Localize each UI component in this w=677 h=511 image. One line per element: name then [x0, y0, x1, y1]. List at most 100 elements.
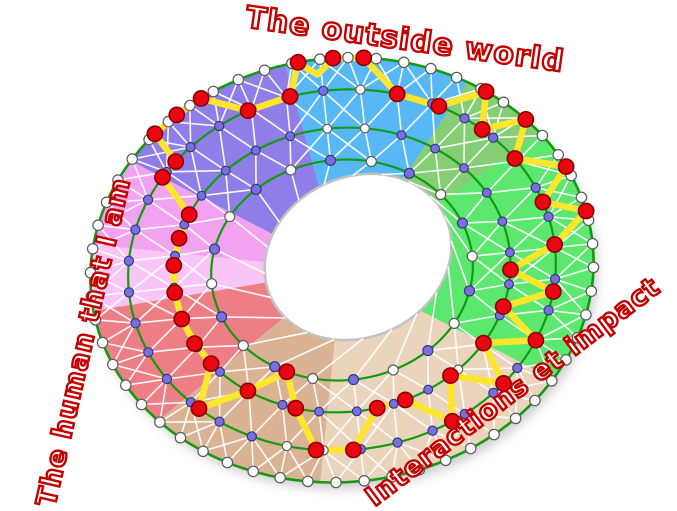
node-purple[interactable] — [130, 318, 141, 329]
node-red[interactable] — [494, 298, 512, 315]
node-red[interactable] — [173, 310, 191, 328]
node-purple[interactable] — [504, 247, 515, 258]
node-white[interactable] — [154, 416, 166, 428]
node-white[interactable] — [509, 412, 522, 425]
node-white[interactable] — [365, 155, 377, 168]
node-white[interactable] — [107, 358, 119, 371]
node-white[interactable] — [120, 379, 132, 391]
node-purple[interactable] — [512, 362, 523, 374]
node-red[interactable] — [577, 202, 595, 220]
node-purple[interactable] — [549, 273, 561, 285]
node-red[interactable] — [355, 49, 373, 67]
node-purple[interactable] — [403, 167, 415, 179]
node-red[interactable] — [190, 400, 208, 417]
node-purple[interactable] — [285, 131, 296, 142]
node-purple[interactable] — [220, 165, 231, 176]
node-red[interactable] — [278, 363, 296, 381]
node-white[interactable] — [448, 317, 460, 329]
node-white[interactable] — [100, 196, 113, 209]
node-white[interactable] — [307, 372, 319, 385]
node-red[interactable] — [477, 83, 495, 100]
node-purple[interactable] — [351, 406, 362, 417]
node-white[interactable] — [355, 84, 366, 95]
node-white[interactable] — [450, 71, 463, 84]
node-white[interactable] — [207, 85, 220, 98]
node-white[interactable] — [84, 266, 97, 279]
node-red[interactable] — [506, 150, 524, 167]
node-white[interactable] — [258, 64, 271, 77]
node-purple[interactable] — [250, 183, 262, 195]
node-purple[interactable] — [497, 216, 508, 227]
node-red[interactable] — [534, 193, 552, 211]
node-purple[interactable] — [388, 398, 399, 409]
node-purple[interactable] — [196, 190, 207, 201]
node-purple[interactable] — [215, 366, 226, 377]
node-purple[interactable] — [456, 217, 468, 229]
node-red[interactable] — [146, 125, 164, 143]
node-purple[interactable] — [277, 399, 288, 410]
node-purple[interactable] — [396, 130, 407, 141]
node-white[interactable] — [224, 211, 236, 223]
node-red[interactable] — [170, 229, 188, 247]
node-purple[interactable] — [459, 163, 470, 174]
node-purple[interactable] — [318, 85, 329, 97]
node-red[interactable] — [344, 441, 362, 459]
node-purple[interactable] — [392, 437, 403, 448]
node-red[interactable] — [168, 106, 186, 124]
node-white[interactable] — [413, 463, 426, 476]
node-white[interactable] — [174, 431, 187, 444]
node-purple[interactable] — [430, 143, 441, 154]
node-purple[interactable] — [530, 182, 541, 193]
node-purple[interactable] — [314, 406, 325, 417]
node-white[interactable] — [342, 51, 354, 64]
node-purple[interactable] — [250, 145, 261, 156]
node-red[interactable] — [502, 261, 519, 279]
node-white[interactable] — [585, 285, 598, 297]
node-red[interactable] — [186, 335, 203, 352]
node-white[interactable] — [435, 188, 447, 201]
node-white[interactable] — [301, 475, 314, 488]
node-white[interactable] — [359, 123, 370, 134]
node-red[interactable] — [544, 283, 562, 300]
node-red[interactable] — [475, 334, 492, 352]
node-white[interactable] — [586, 237, 599, 250]
node-white[interactable] — [552, 149, 564, 161]
node-purple[interactable] — [213, 120, 225, 132]
node-purple[interactable] — [142, 194, 154, 205]
node-white[interactable] — [126, 153, 138, 165]
node-red[interactable] — [167, 153, 185, 170]
node-white[interactable] — [398, 56, 410, 69]
node-purple[interactable] — [214, 416, 225, 427]
node-white[interactable] — [571, 331, 584, 344]
node-purple[interactable] — [143, 347, 154, 358]
node-white[interactable] — [370, 52, 382, 65]
node-purple[interactable] — [123, 255, 135, 267]
node-purple[interactable] — [543, 211, 554, 222]
node-purple[interactable] — [347, 374, 360, 386]
node-white[interactable] — [322, 123, 333, 134]
node-white[interactable] — [281, 440, 292, 452]
node-white[interactable] — [387, 364, 399, 376]
node-red[interactable] — [281, 88, 299, 105]
node-purple[interactable] — [463, 285, 476, 297]
node-red[interactable] — [289, 53, 307, 71]
node-red[interactable] — [154, 168, 171, 186]
node-white[interactable] — [135, 398, 148, 411]
node-white[interactable] — [206, 278, 218, 290]
node-white[interactable] — [439, 454, 452, 467]
node-red[interactable] — [442, 367, 459, 384]
node-white[interactable] — [237, 339, 249, 352]
node-white[interactable] — [330, 476, 342, 489]
node-white[interactable] — [560, 354, 572, 366]
node-purple[interactable] — [216, 311, 228, 323]
node-red[interactable] — [287, 399, 305, 417]
node-red[interactable] — [307, 441, 325, 459]
node-white[interactable] — [92, 219, 104, 231]
node-red[interactable] — [239, 102, 257, 120]
node-red[interactable] — [546, 236, 564, 253]
node-white[interactable] — [466, 250, 478, 262]
node-red[interactable] — [495, 374, 512, 392]
node-purple[interactable] — [208, 243, 221, 255]
node-red[interactable] — [166, 284, 184, 301]
node-white[interactable] — [587, 261, 600, 274]
